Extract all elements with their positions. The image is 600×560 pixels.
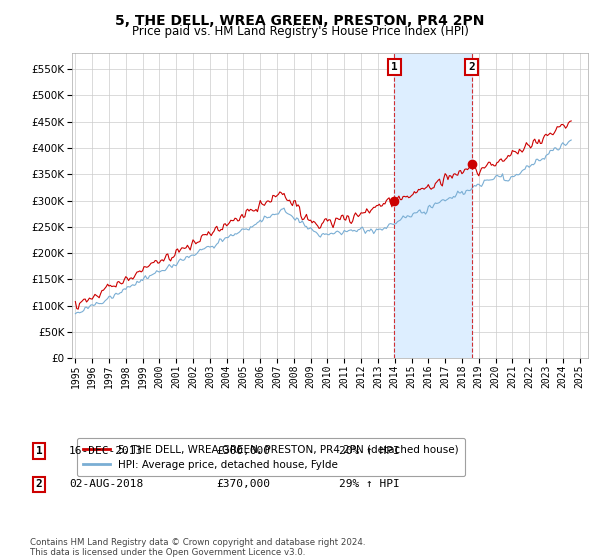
Text: 1: 1	[391, 62, 397, 72]
Text: Price paid vs. HM Land Registry's House Price Index (HPI): Price paid vs. HM Land Registry's House …	[131, 25, 469, 38]
Text: 2: 2	[35, 479, 43, 489]
Legend: 5, THE DELL, WREA GREEN, PRESTON, PR4 2PN (detached house), HPI: Average price, : 5, THE DELL, WREA GREEN, PRESTON, PR4 2P…	[77, 438, 465, 476]
Bar	[394, 53, 472, 358]
Text: 1: 1	[35, 446, 43, 456]
Text: 29% ↑ HPI: 29% ↑ HPI	[339, 479, 400, 489]
Text: £370,000: £370,000	[216, 479, 270, 489]
Text: Contains HM Land Registry data © Crown copyright and database right 2024.
This d: Contains HM Land Registry data © Crown c…	[30, 538, 365, 557]
Text: 02-AUG-2018: 02-AUG-2018	[69, 479, 143, 489]
Text: 20% ↑ HPI: 20% ↑ HPI	[339, 446, 400, 456]
Text: 5, THE DELL, WREA GREEN, PRESTON, PR4 2PN: 5, THE DELL, WREA GREEN, PRESTON, PR4 2P…	[115, 14, 485, 28]
Text: £300,000: £300,000	[216, 446, 270, 456]
Text: 16-DEC-2013: 16-DEC-2013	[69, 446, 143, 456]
Text: 2: 2	[469, 62, 475, 72]
